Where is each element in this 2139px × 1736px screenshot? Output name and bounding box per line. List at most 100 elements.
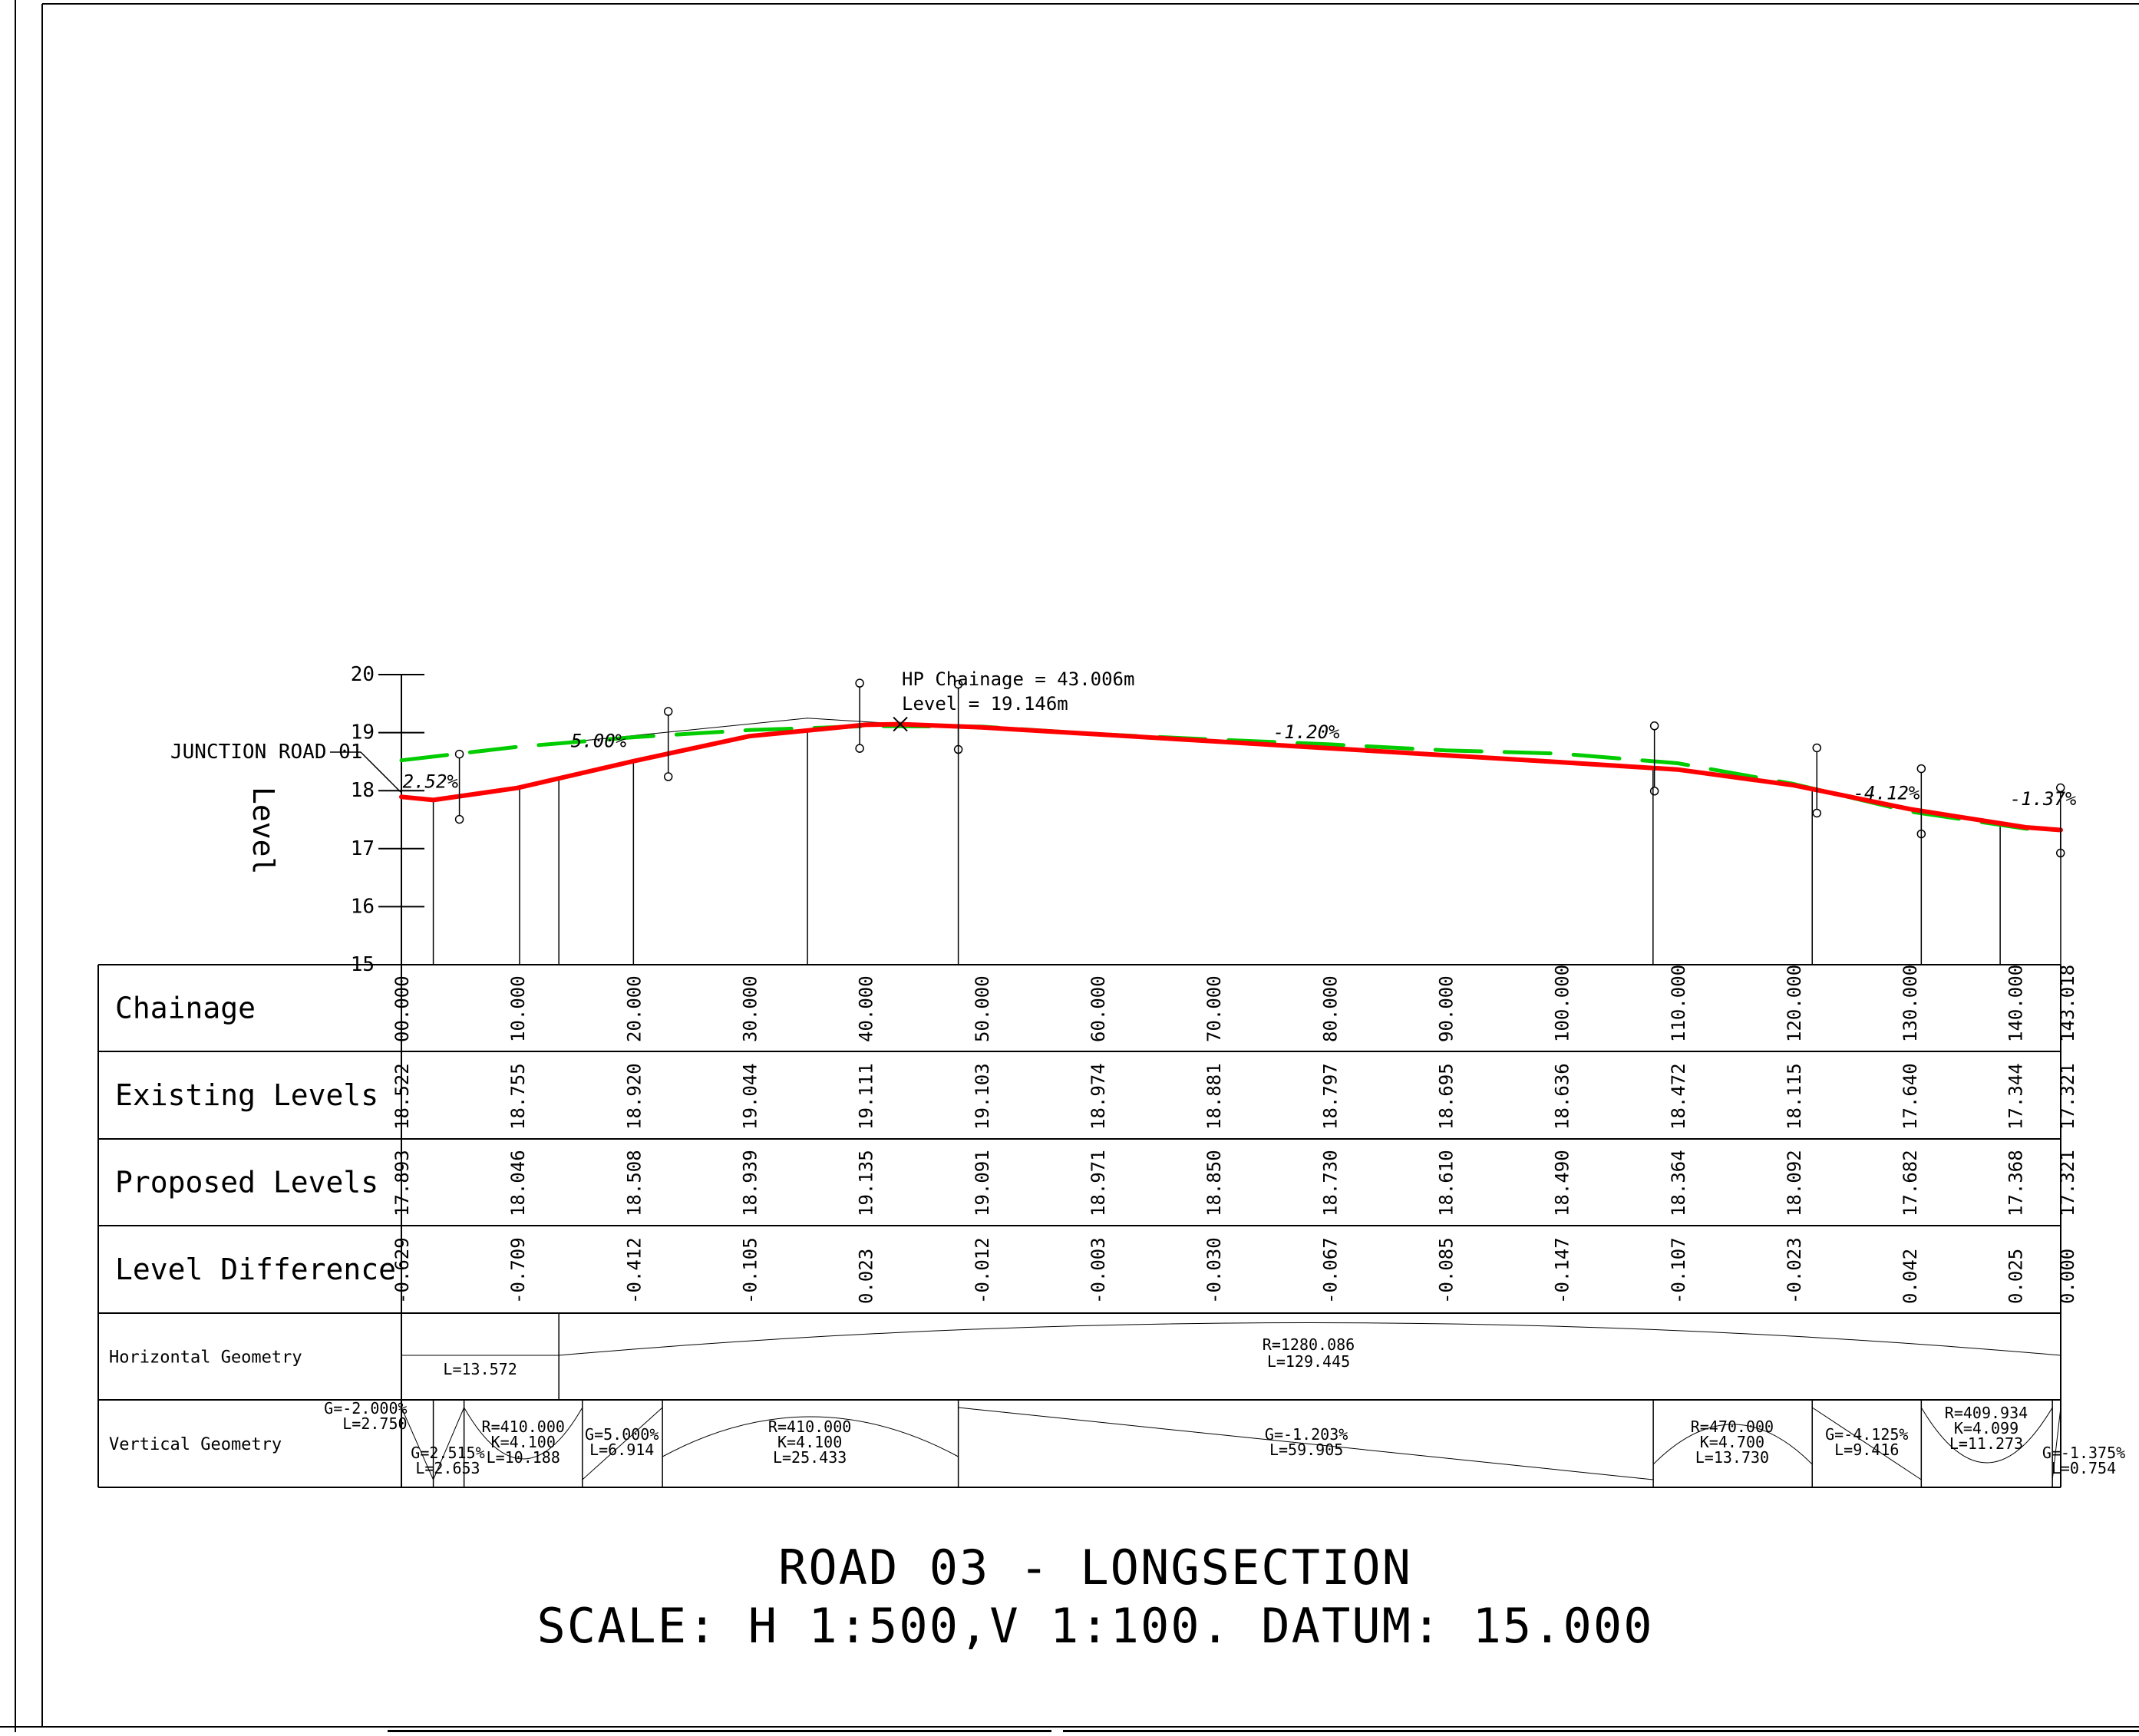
cell-difference: -0.012 <box>972 1237 993 1304</box>
cell-chainage: 60.000 <box>1088 975 1109 1042</box>
station-marker-circle <box>456 751 464 758</box>
annotations: JUNCTION ROAD 01 Level HP Chainage = 43.… <box>170 668 1134 874</box>
hgeom-straight-label: L=13.572 <box>443 1360 517 1378</box>
cell-proposed: 18.508 <box>623 1150 645 1216</box>
cell-proposed: 18.939 <box>740 1150 761 1216</box>
cell-difference: -0.629 <box>391 1237 413 1304</box>
station-marker-circle <box>1651 722 1659 730</box>
cell-difference: 0.000 <box>2057 1249 2078 1304</box>
cell-chainage: 10.000 <box>507 975 529 1042</box>
cell-proposed: 17.368 <box>2005 1150 2026 1216</box>
grade-label: -1.37% <box>2010 788 2077 810</box>
cell-chainage: 130.000 <box>1900 965 1921 1042</box>
station-marker-circle <box>456 816 464 823</box>
cell-chainage: 30.000 <box>740 975 761 1042</box>
vgeom-c1l: L=10.188 <box>487 1448 560 1467</box>
station-marker-circle <box>1651 787 1659 795</box>
vgeom-g5l: L=9.416 <box>1834 1441 1899 1459</box>
cell-existing: 18.636 <box>1552 1063 1573 1130</box>
cell-difference: -0.105 <box>740 1237 761 1304</box>
cell-difference: 0.042 <box>1900 1249 1921 1304</box>
cell-difference: -0.147 <box>1552 1237 1573 1304</box>
vgeom-c2l: L=25.433 <box>773 1448 847 1467</box>
cell-existing: 18.115 <box>1784 1063 1805 1130</box>
cell-proposed: 18.092 <box>1784 1150 1805 1216</box>
grade-label: -1.20% <box>1273 721 1340 743</box>
cell-chainage: 70.000 <box>1203 975 1225 1042</box>
cell-chainage: 80.000 <box>1319 975 1341 1042</box>
cell-proposed: 18.971 <box>1088 1150 1109 1216</box>
vgeom-g1l: L=2.750 <box>342 1414 407 1433</box>
cell-difference: -0.107 <box>1668 1237 1689 1304</box>
hp-chainage-label: HP Chainage = 43.006m <box>902 668 1134 690</box>
vgeom-g2l: L=2.653 <box>415 1459 480 1477</box>
station-marker-circle <box>1813 744 1820 751</box>
grade-label: 5.00% <box>571 731 627 752</box>
cell-proposed: 18.850 <box>1203 1150 1225 1216</box>
drawing-title: ROAD 03 - LONGSECTION <box>778 1540 1412 1596</box>
cell-chainage: 90.000 <box>1436 975 1457 1042</box>
station-marker-circle <box>1917 765 1925 773</box>
station-marker-circle <box>1813 809 1820 817</box>
y-tick-label: 17 <box>351 837 375 860</box>
cell-existing: 18.695 <box>1436 1063 1457 1130</box>
cell-proposed: 18.490 <box>1552 1150 1573 1216</box>
cell-existing: 18.974 <box>1088 1063 1109 1130</box>
cell-chainage: 120.000 <box>1784 965 1805 1042</box>
cell-difference: -0.067 <box>1319 1237 1341 1304</box>
cell-proposed: 18.730 <box>1319 1150 1341 1216</box>
vgeom-c3l: L=13.730 <box>1695 1448 1769 1467</box>
cell-proposed: 18.610 <box>1436 1150 1457 1216</box>
cell-existing: 18.920 <box>623 1063 645 1130</box>
cell-chainage: 00.000 <box>391 975 413 1042</box>
cell-proposed: 17.682 <box>1900 1150 1921 1216</box>
y-axis-label: Level <box>246 787 280 874</box>
cell-existing: 17.344 <box>2005 1063 2026 1130</box>
hp-level-label: Level = 19.146m <box>902 693 1068 715</box>
cell-existing: 17.321 <box>2057 1063 2078 1130</box>
cell-proposed: 17.893 <box>391 1150 413 1216</box>
station-marker-circle <box>856 744 863 752</box>
cell-existing: 19.103 <box>972 1063 993 1130</box>
cell-proposed: 18.046 <box>507 1150 529 1216</box>
cell-chainage: 140.000 <box>2005 965 2026 1042</box>
cell-existing: 19.044 <box>740 1063 761 1130</box>
row-header-existing: Existing Levels <box>115 1078 378 1112</box>
vgeom-g4l: L=59.905 <box>1269 1441 1343 1459</box>
cell-difference: -0.030 <box>1203 1237 1225 1304</box>
cell-difference: 0.025 <box>2005 1249 2026 1304</box>
cell-existing: 18.522 <box>391 1063 413 1130</box>
cell-proposed: 18.364 <box>1668 1150 1689 1216</box>
cell-chainage: 143.018 <box>2057 965 2078 1042</box>
y-tick-label: 18 <box>351 779 375 802</box>
vgeom-g3l: L=6.914 <box>589 1441 654 1459</box>
hgeom-curve-l: L=129.445 <box>1267 1352 1350 1371</box>
y-tick-label: 16 <box>351 895 375 918</box>
cell-difference: -0.412 <box>623 1237 645 1304</box>
cell-difference: -0.023 <box>1784 1237 1805 1304</box>
row-header-vertical: Vertical Geometry <box>109 1435 282 1454</box>
cell-chainage: 40.000 <box>856 975 877 1042</box>
plot-area: 2.52%5.00%-1.20%-4.12%-1.37% <box>401 679 2077 965</box>
cell-existing: 18.797 <box>1319 1063 1341 1130</box>
station-marker-circle <box>856 679 863 687</box>
drawing-scale: SCALE: H 1:500,V 1:100. DATUM: 15.000 <box>536 1598 1653 1654</box>
vgeom-g6l: L=0.754 <box>2052 1459 2116 1477</box>
cell-chainage: 110.000 <box>1668 965 1689 1042</box>
cell-existing: 19.111 <box>856 1063 877 1130</box>
row-header-horizontal: Horizontal Geometry <box>109 1348 302 1368</box>
station-marker-circle <box>665 773 672 781</box>
grade-label: -4.12% <box>1853 783 1920 804</box>
cell-proposed: 17.321 <box>2057 1150 2078 1216</box>
cell-chainage: 20.000 <box>623 975 645 1042</box>
cell-proposed: 19.091 <box>972 1150 993 1216</box>
hgeom-curve-r: R=1280.086 <box>1263 1335 1355 1354</box>
cell-existing: 18.472 <box>1668 1063 1689 1130</box>
cell-existing: 18.881 <box>1203 1063 1225 1130</box>
cell-chainage: 100.000 <box>1552 965 1573 1042</box>
cell-difference: -0.709 <box>507 1237 529 1304</box>
vgeom-c4l: L=11.273 <box>1949 1434 2023 1453</box>
